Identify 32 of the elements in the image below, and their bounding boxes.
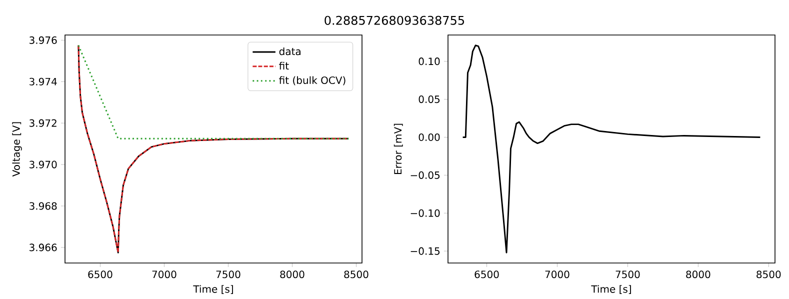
y-tick-label: −0.05: [410, 171, 440, 179]
y-tick-label: 0.00: [418, 133, 440, 142]
legend-label: fit: [279, 62, 289, 70]
y-tick-label: 3.974: [30, 78, 57, 86]
x-tick-label: 7000: [545, 270, 570, 278]
y-axis-title: Error [mV]: [394, 124, 403, 174]
x-axis-title: Time [s]: [193, 285, 233, 294]
y-tick-label: 3.970: [30, 160, 57, 168]
x-tick-label: 7500: [216, 270, 240, 278]
y-tick-label: 3.972: [30, 119, 56, 127]
y-tick-label: 3.966: [30, 244, 57, 252]
y-tick-label: 3.976: [30, 36, 57, 44]
x-tick-label: 8000: [280, 270, 304, 278]
x-tick-label: 7500: [616, 270, 640, 278]
line-series: [462, 44, 761, 254]
legend-label: data: [279, 47, 300, 56]
x-tick-label: 8000: [686, 270, 710, 278]
y-tick-label: 3.968: [30, 202, 57, 210]
y-tick-label: 0.05: [418, 95, 440, 104]
text: 0.28857268093638755: [324, 16, 464, 25]
x-tick-label: 6500: [474, 270, 499, 278]
y-tick-label: 0.10: [418, 58, 440, 66]
legend-label: fit (bulk OCV): [279, 76, 346, 86]
y-tick-label: −0.10: [410, 209, 440, 217]
y-axis-title: Voltage [V]: [12, 122, 22, 177]
y-tick-label: −0.15: [410, 247, 440, 255]
x-axis-title: Time [s]: [591, 285, 631, 294]
x-tick-label: 7000: [152, 270, 176, 278]
line-series: [78, 44, 350, 254]
x-tick-label: 6500: [88, 270, 112, 278]
x-tick-label: 8500: [756, 270, 781, 278]
x-tick-label: 8500: [344, 270, 368, 278]
